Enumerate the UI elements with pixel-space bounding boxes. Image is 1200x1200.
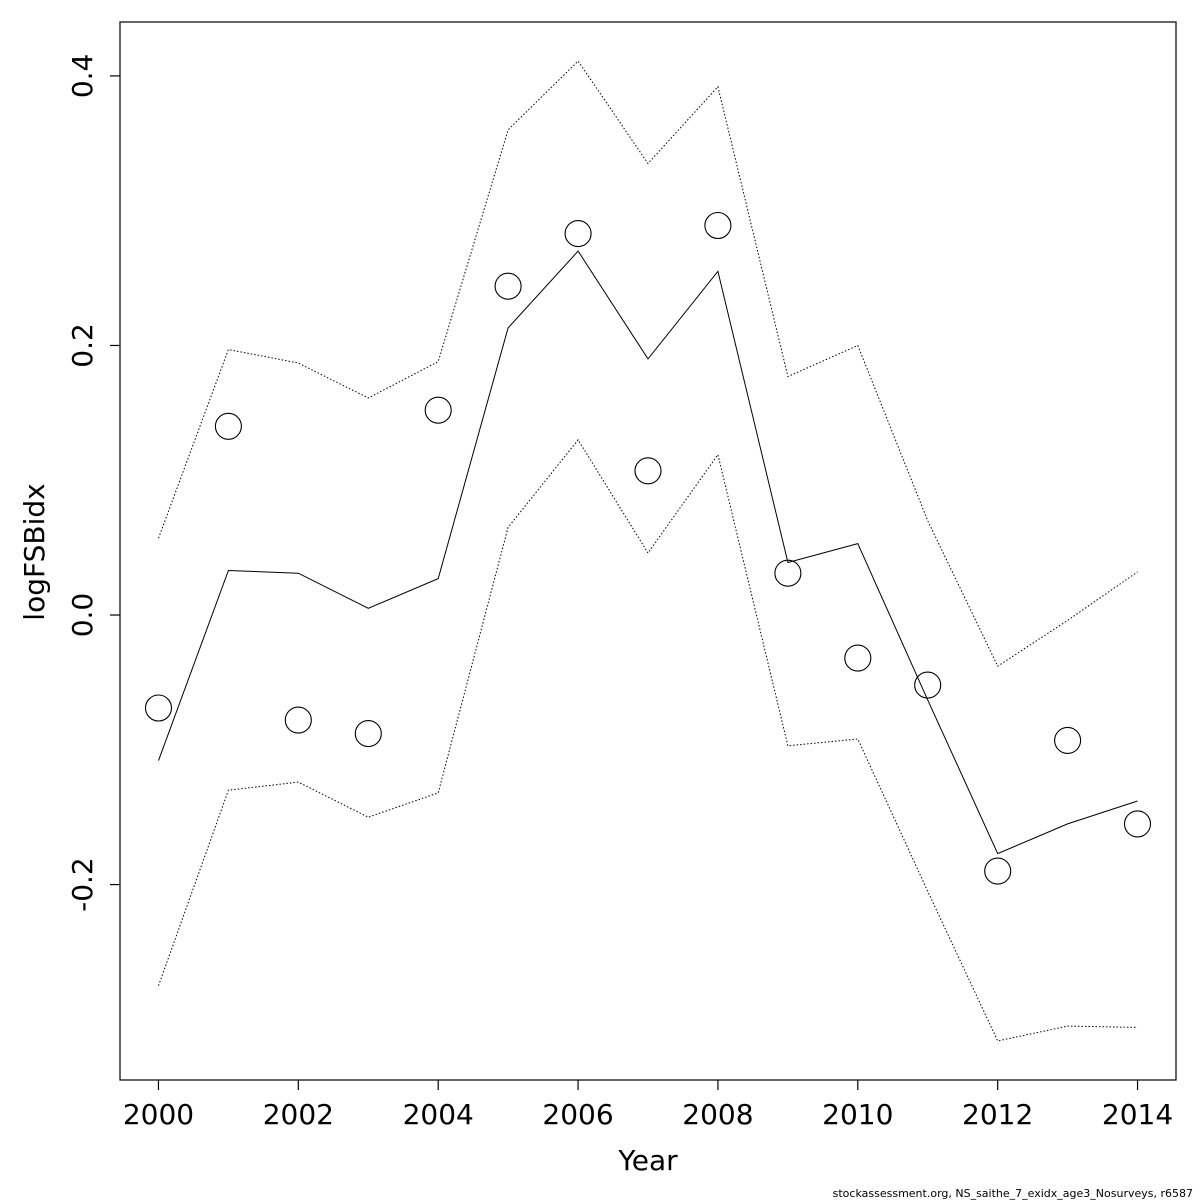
y-axis-title: logFSBidx [18, 483, 51, 620]
y-tick-label: -0.2 [66, 857, 99, 912]
y-tick-label: 0.4 [66, 54, 99, 99]
observed-point [774, 559, 802, 587]
observed-point [284, 706, 312, 734]
x-axis: 2000 2002 2004 2006 2008 2010 2012 2014 [123, 1080, 1173, 1131]
plot-frame [119, 21, 1177, 1081]
x-tick-label: 2000 [123, 1098, 194, 1131]
x-tick-label: 2006 [542, 1098, 613, 1131]
observed-point [914, 671, 942, 699]
observed-point [424, 396, 452, 424]
observed-point [634, 457, 662, 485]
fitted-line [158, 250, 1138, 855]
observed-point [1054, 726, 1082, 754]
y-tick-label: 0.0 [66, 593, 99, 638]
footnote: stockassessment.org, NS_saithe_7_exidx_a… [833, 1187, 1193, 1200]
x-tick-label: 2008 [682, 1098, 753, 1131]
observed-point [984, 857, 1012, 885]
x-axis-title: Year [617, 1144, 678, 1177]
series-layer [158, 60, 1138, 1042]
observed-point [144, 694, 173, 722]
observed-point [354, 720, 382, 748]
observed-point [214, 412, 242, 440]
upper-bound-line [158, 60, 1138, 667]
y-axis: -0.2 0.0 0.2 0.4 [66, 54, 120, 912]
x-tick-label: 2002 [263, 1098, 334, 1131]
observed-point [844, 644, 872, 672]
observed-point [494, 272, 522, 300]
observed-point [1123, 810, 1152, 838]
observed-point [704, 211, 732, 240]
observed-points [144, 211, 1152, 885]
observed-point [564, 220, 592, 248]
x-tick-label: 2012 [962, 1098, 1033, 1131]
x-tick-label: 2004 [403, 1098, 474, 1131]
y-tick-label: 0.2 [66, 323, 99, 368]
lower-bound-line [158, 438, 1138, 1042]
x-tick-label: 2010 [822, 1098, 893, 1131]
x-tick-label: 2014 [1102, 1098, 1173, 1131]
